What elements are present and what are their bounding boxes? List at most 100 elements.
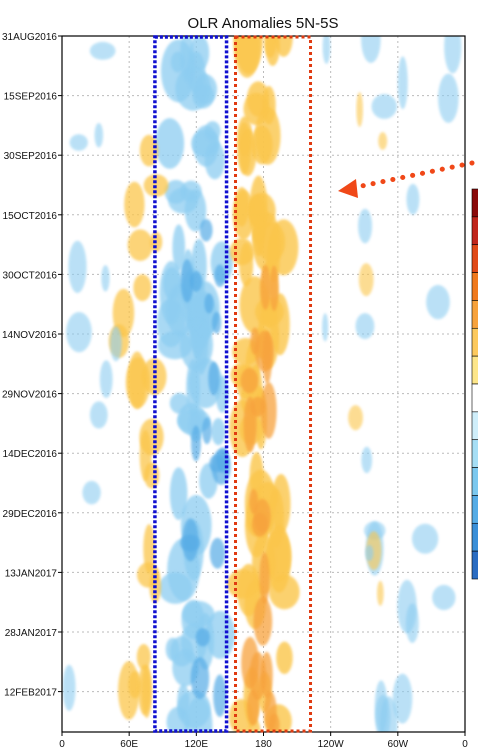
x-tick-label: 60W: [388, 739, 409, 750]
anomaly-blob: [243, 92, 270, 126]
anomaly-blob: [361, 446, 373, 474]
anomaly-blob: [211, 311, 222, 334]
colorbar-legend: [471, 188, 478, 580]
chart-title: OLR Anomalies 5N-5S: [188, 15, 339, 32]
colorbar-segment: [471, 327, 478, 357]
anomaly-blob: [227, 569, 259, 599]
anomaly-blob: [411, 523, 439, 554]
anomaly-blob: [322, 36, 331, 64]
highlight-boxes: [153, 35, 313, 733]
anomaly-blob: [397, 56, 408, 110]
annotation-arrow: [338, 160, 475, 198]
anomaly-blob: [195, 628, 210, 647]
anomaly-blob: [190, 657, 210, 699]
anomaly-blob: [204, 140, 225, 180]
colorbar-segment: [471, 188, 478, 218]
anomaly-blob: [182, 600, 215, 628]
y-tick-label: 15OCT2016: [3, 211, 58, 222]
anomaly-blob: [438, 73, 459, 123]
anomaly-blob: [259, 552, 270, 604]
anomaly-blob: [240, 368, 259, 394]
anomaly-blob: [94, 122, 104, 148]
anomaly-blob: [260, 382, 277, 439]
anomaly-blob: [202, 417, 212, 445]
anomaly-blob: [158, 572, 193, 604]
anomaly-blob: [356, 91, 363, 127]
anomaly-blob: [127, 351, 147, 410]
x-tick-label: 180: [255, 739, 272, 750]
y-tick-label: 30OCT2016: [3, 270, 58, 281]
anomaly-blob: [155, 118, 185, 169]
anomaly-blob: [133, 274, 152, 302]
anomaly-blob: [127, 229, 153, 262]
anomaly-blob: [361, 36, 381, 63]
colorbar-segment: [471, 550, 478, 580]
anomaly-blob: [248, 194, 266, 227]
anomaly-blob: [191, 425, 201, 462]
arrow-shaft: [349, 160, 475, 191]
anomaly-blob: [405, 603, 419, 644]
x-tick-label: 0: [462, 739, 468, 750]
red-box-central-pacific: [234, 35, 313, 733]
y-tick-label: 14DEC2016: [3, 449, 58, 460]
x-tick-label: 120E: [185, 739, 209, 750]
anomaly-blob: [182, 518, 199, 562]
blue-box-warm-pool: [153, 35, 229, 733]
anomaly-blob: [250, 396, 266, 417]
anomaly-blob: [141, 664, 153, 718]
y-tick-label: 13JAN2017: [5, 568, 58, 579]
anomaly-blob: [69, 134, 88, 151]
anomaly-blob: [99, 360, 113, 399]
anomaly-blob: [180, 180, 202, 203]
anomaly-blob: [377, 580, 384, 606]
anomaly-blob: [269, 574, 300, 610]
anomaly-blob: [214, 264, 226, 288]
anomaly-blob: [322, 313, 329, 342]
anomaly-blob: [209, 537, 226, 569]
anomaly-blob: [239, 242, 254, 287]
anomaly-blob: [68, 240, 87, 293]
colorbar-segment: [471, 411, 478, 441]
anomaly-blob: [180, 259, 194, 303]
anomaly-blob: [276, 641, 293, 675]
anomaly-blob: [172, 224, 186, 271]
colorbar-segment: [471, 272, 478, 301]
anomaly-blob: [274, 36, 293, 57]
colorbar-segment: [471, 383, 478, 413]
x-tick-label: 0: [59, 739, 65, 750]
anomaly-field: [62, 36, 462, 732]
anomaly-blob: [185, 696, 213, 732]
y-tick-label: 30SEP2016: [4, 151, 58, 162]
anomaly-blob: [89, 401, 108, 429]
anomaly-blob: [112, 288, 135, 338]
anomaly-blob: [139, 429, 152, 482]
anomaly-blob: [252, 211, 281, 272]
y-tick-label: 14NOV2016: [2, 330, 57, 341]
anomaly-blob: [159, 261, 183, 325]
anomaly-blob: [232, 189, 255, 240]
y-tick-label: 29NOV2016: [2, 390, 57, 401]
anomaly-blob: [179, 319, 214, 371]
colorbar-segment: [471, 522, 478, 552]
anomaly-blob: [175, 66, 211, 111]
arrow-head: [338, 179, 358, 198]
y-axis: 31AUG2016 15SEP2016 30SEP2016 15OCT2016 30OC…: [2, 32, 62, 699]
colorbar-segment: [471, 439, 478, 468]
anomaly-blob: [199, 218, 213, 242]
colorbar-segment: [471, 495, 478, 524]
anomaly-blob: [358, 208, 373, 244]
colorbar-segment: [471, 300, 478, 329]
anomaly-blob: [209, 454, 225, 473]
anomaly-blob: [62, 664, 76, 711]
anomaly-blob: [118, 661, 140, 720]
anomaly-blob: [392, 673, 413, 724]
anomaly-blob: [82, 480, 101, 505]
anomaly-blob: [124, 181, 145, 228]
anomaly-blob: [269, 265, 279, 312]
anomaly-blob: [253, 498, 271, 533]
anomaly-blob: [213, 674, 227, 718]
anomaly-blob: [260, 264, 271, 310]
anomaly-blob: [246, 689, 260, 726]
anomaly-blob: [241, 636, 259, 689]
y-tick-label: 15SEP2016: [4, 92, 58, 103]
